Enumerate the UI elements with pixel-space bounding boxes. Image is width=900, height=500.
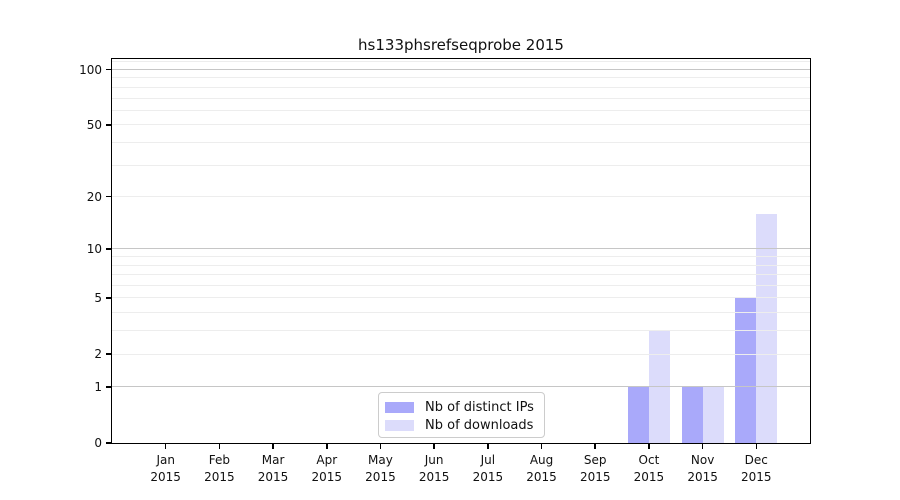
- x-tick-label-may: May 2015: [365, 453, 396, 484]
- x-tick: [594, 444, 596, 449]
- gridline-minor: [112, 353, 810, 355]
- x-tick-label-jun: Jun 2015: [418, 453, 450, 484]
- x-tick: [540, 444, 543, 449]
- y-tick: [106, 124, 111, 126]
- x-tick-label-mar: Mar 2015: [257, 453, 289, 484]
- gridline-minor: [112, 330, 810, 332]
- bar-distinct-ips-dec-2015: [735, 297, 757, 443]
- gridline-major: [112, 69, 810, 70]
- gridline-minor: [112, 256, 810, 258]
- y-tick-label: 10: [86, 241, 102, 256]
- x-tick-label-jul: Jul 2015: [472, 453, 504, 484]
- gridline-minor: [112, 164, 810, 166]
- y-tick-label: 20: [86, 189, 102, 204]
- y-tick-label: 5: [94, 290, 102, 305]
- legend-swatch-downloads: [385, 419, 414, 431]
- legend-swatch-distinct-ips: [385, 401, 414, 413]
- x-tick-label-dec: Dec 2015: [741, 453, 772, 484]
- chart-title: hs133phsrefseqprobe 2015: [358, 36, 564, 54]
- y-tick: [106, 442, 111, 444]
- y-tick-label: 50: [86, 117, 102, 132]
- gridline-minor: [112, 297, 810, 299]
- legend-item-downloads: Nb of downloads: [385, 416, 536, 434]
- y-tick: [106, 386, 111, 388]
- bar-distinct-ips-oct-2015: [627, 386, 649, 443]
- y-tick-label: 2: [94, 347, 102, 362]
- bar-distinct-ips-nov-2015: [681, 386, 703, 443]
- x-tick-label-oct: Oct 2015: [633, 453, 665, 484]
- x-tick: [648, 444, 650, 449]
- gridline-minor: [112, 141, 810, 143]
- bar-downloads-dec-2015: [756, 213, 778, 443]
- bar-downloads-nov-2015: [702, 386, 724, 443]
- x-tick: [379, 444, 382, 449]
- gridline-minor: [112, 61, 810, 63]
- legend-item-distinct-ips: Nb of distinct IPs: [385, 398, 536, 416]
- y-tick: [106, 248, 111, 250]
- gridline-major: [112, 386, 810, 388]
- y-tick-label: 100: [79, 62, 102, 77]
- gridline-minor: [112, 124, 810, 126]
- x-tick: [701, 444, 704, 449]
- x-tick-label-aug: Aug 2015: [526, 453, 557, 484]
- x-tick: [433, 444, 435, 449]
- x-tick-label-apr: Apr 2015: [311, 453, 343, 484]
- y-tick-label: 0: [94, 436, 102, 450]
- gridline-minor: [112, 97, 810, 99]
- gridline-major: [112, 248, 810, 250]
- gridline-minor: [112, 274, 810, 276]
- legend-label-downloads: Nb of downloads: [425, 417, 534, 433]
- y-tick: [106, 68, 111, 71]
- x-tick: [487, 444, 489, 449]
- gridline-minor: [112, 264, 810, 266]
- gridline-minor: [112, 86, 810, 88]
- gridline-minor: [112, 109, 810, 111]
- x-tick: [218, 444, 221, 449]
- x-tick: [164, 444, 167, 449]
- gridline-minor: [112, 285, 810, 287]
- x-tick-label-sep: Sep 2015: [579, 453, 611, 484]
- x-tick-label-feb: Feb 2015: [204, 453, 235, 484]
- x-tick: [326, 444, 328, 449]
- x-tick: [755, 444, 758, 449]
- gridline-minor: [112, 196, 810, 198]
- x-tick: [272, 444, 274, 449]
- x-tick-label-nov: Nov 2015: [687, 453, 718, 484]
- gridline-minor: [112, 312, 810, 314]
- y-tick: [106, 297, 111, 299]
- x-tick-label-jan: Jan 2015: [150, 453, 181, 484]
- y-tick: [106, 353, 111, 355]
- legend: Nb of distinct IPs Nb of downloads: [378, 392, 545, 438]
- y-tick: [106, 195, 111, 198]
- legend-label-distinct-ips: Nb of distinct IPs: [425, 399, 534, 415]
- y-tick-label: 1: [94, 379, 102, 394]
- gridline-minor: [112, 77, 810, 79]
